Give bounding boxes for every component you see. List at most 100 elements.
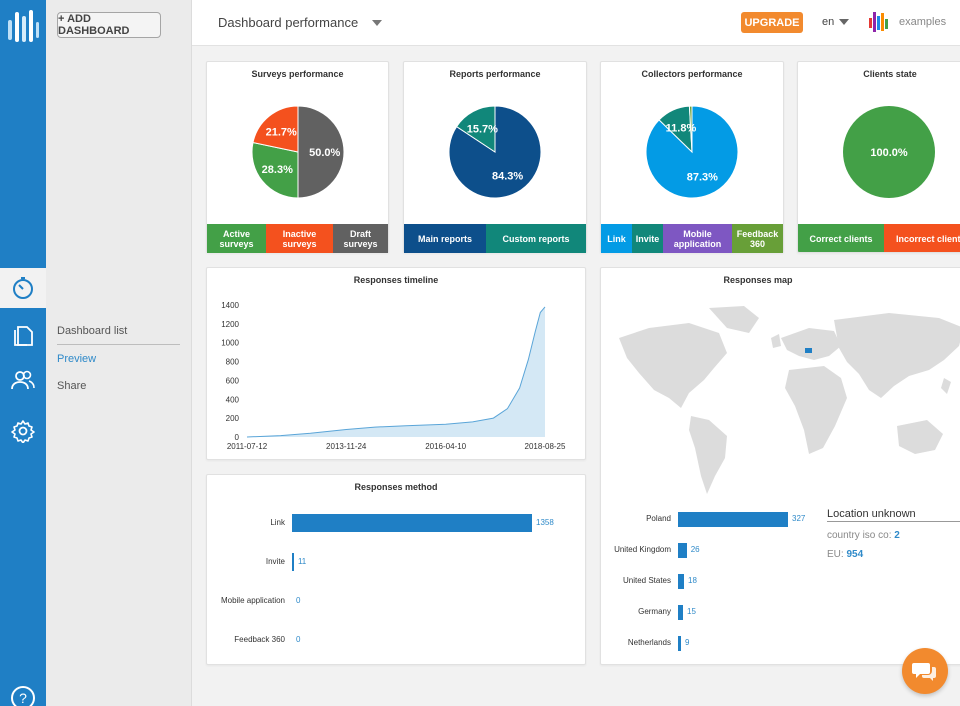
legend-feedback-360[interactable]: Feedback 360 <box>732 224 783 253</box>
reports-nav-button[interactable] <box>0 316 46 356</box>
brand-logo-icon <box>869 12 888 32</box>
card-title: Surveys performance <box>251 69 344 79</box>
continents <box>619 306 960 494</box>
timer-icon <box>13 277 33 299</box>
responses-map-card: Responses map Poland 327 United Kingdom 26 U… <box>600 267 960 665</box>
language-value: en <box>822 16 835 28</box>
gear-icon <box>11 420 35 443</box>
language-selector[interactable]: en <box>822 16 850 28</box>
icon-rail: ? <box>0 0 46 706</box>
y-tick-label: 1000 <box>221 339 239 348</box>
pie-label: 28.3% <box>262 164 293 176</box>
pie-label: 84.3% <box>492 170 523 182</box>
dashboard-selector[interactable]: Dashboard performance <box>218 15 383 30</box>
responses-timeline-card: Responses timeline 0 200 400 600 800 1000 1200… <box>206 267 586 460</box>
bar[interactable] <box>678 511 788 527</box>
eu-row: EU: 954 <box>827 549 864 560</box>
legend-link[interactable]: Link <box>601 224 632 253</box>
legend-mobile-application[interactable]: Mobile application <box>663 224 732 253</box>
x-tick-label: 2011-07-12 <box>227 442 268 451</box>
y-tick-label: 400 <box>226 395 240 404</box>
x-tick-label: 2013-11-24 <box>326 442 367 451</box>
card-title: Clients state <box>863 69 917 79</box>
timeline-area <box>247 306 545 437</box>
x-tick-label: 2018-08-25 <box>525 442 566 451</box>
dashboard-name: Dashboard performance <box>218 15 359 30</box>
legend-correct-clients[interactable]: Correct clients <box>798 224 884 252</box>
pie-slice-feedback-360[interactable] <box>688 105 693 153</box>
y-tick-label: 1400 <box>221 301 239 310</box>
bar-value-label: 18 <box>688 576 697 585</box>
legend-custom-reports[interactable]: Custom reports <box>486 224 586 253</box>
dashboard-menu: Dashboard list Preview Share <box>57 323 180 405</box>
pie-label: 100.0% <box>870 147 908 159</box>
surveys-performance-card: Surveys performance 50.0% 28.3% 21.7% Acti… <box>206 61 389 253</box>
collectors-pie-chart: 87.3% 11.8% <box>645 105 739 199</box>
pie-slice-active-surveys[interactable] <box>251 141 299 199</box>
chat-bubbles-icon <box>912 663 936 681</box>
pie-label: 11.8% <box>666 123 697 135</box>
pie-label: 50.0% <box>309 147 340 159</box>
bar[interactable] <box>292 553 294 571</box>
app-logo-icon[interactable] <box>6 8 40 46</box>
bar-value-label: 0 <box>296 635 301 644</box>
bar[interactable] <box>678 604 684 620</box>
legend-active-surveys[interactable]: Active surveys <box>207 224 266 253</box>
bar-category-label: Feedback 360 <box>234 635 285 644</box>
card-title: Reports performance <box>449 69 541 79</box>
legend-incorrect-clients[interactable]: Incorrect clients <box>884 224 960 252</box>
chevron-down-icon <box>839 19 850 25</box>
clients-legend: Correct clients Incorrect clients <box>798 224 960 252</box>
y-tick-label: 800 <box>226 358 240 367</box>
bar-value-label: 1358 <box>536 518 554 527</box>
legend-draft-surveys[interactable]: Draft surveys <box>333 224 388 253</box>
bar-category-label: United Kingdom <box>614 545 671 554</box>
chat-button[interactable] <box>902 648 948 694</box>
location-unknown-panel: Location unknown country iso co: 2 EU: 9… <box>827 508 960 560</box>
bar[interactable] <box>678 573 685 589</box>
world-map[interactable] <box>609 298 960 498</box>
legend-invite[interactable]: Invite <box>632 224 663 253</box>
bar-value-label: 15 <box>687 607 696 616</box>
bar[interactable] <box>292 514 532 532</box>
brand-name: examples <box>899 16 947 28</box>
add-dashboard-button[interactable]: + ADD DASHBOARD <box>57 12 161 38</box>
card-title: Responses method <box>354 482 438 492</box>
reports-performance-card: Reports performance 84.3% 15.7% Main repo… <box>403 61 587 253</box>
users-icon <box>11 370 35 390</box>
upgrade-button[interactable]: UPGRADE <box>741 12 803 33</box>
legend-inactive-surveys[interactable]: Inactive surveys <box>266 224 333 253</box>
bar-value-label: 9 <box>685 638 690 647</box>
dashboard-nav-button[interactable] <box>0 268 46 308</box>
card-title: Responses timeline <box>353 275 439 285</box>
account-brand[interactable]: examples <box>869 10 946 34</box>
pie-slice-inactive-surveys[interactable] <box>252 105 299 153</box>
menu-item-preview[interactable]: Preview <box>57 353 97 365</box>
bar-value-label: 327 <box>792 514 806 523</box>
pie-slice-correct-clients[interactable] <box>843 106 935 198</box>
settings-nav-button[interactable] <box>0 411 46 451</box>
bar-value-label: 26 <box>690 545 700 554</box>
bar[interactable] <box>678 542 687 558</box>
clients-pie-chart: 100.0% <box>843 106 935 198</box>
timeline-line[interactable] <box>246 306 546 438</box>
bar-value-label: 11 <box>297 557 307 566</box>
top-bar: Dashboard performance UPGRADE en example… <box>192 0 960 46</box>
pie-slice-custom-reports[interactable] <box>455 105 496 153</box>
menu-item-dashboard-list[interactable]: Dashboard list <box>57 323 180 345</box>
users-nav-button[interactable] <box>0 360 46 400</box>
location-unknown-title: Location unknown <box>827 508 960 522</box>
bar-category-label: Mobile application <box>220 596 285 605</box>
help-button[interactable]: ? <box>11 686 35 706</box>
dashboard-sidebar: + ADD DASHBOARD Dashboard list Preview S… <box>46 0 192 706</box>
bar-category-label: Link <box>270 518 285 527</box>
reports-legend: Main reports Custom reports <box>404 224 586 253</box>
poland-highlight[interactable] <box>805 348 812 353</box>
legend-main-reports[interactable]: Main reports <box>404 224 486 253</box>
surveys-pie-chart: 50.0% 28.3% 21.7% <box>251 105 345 199</box>
pie-label: 21.7% <box>266 126 297 138</box>
card-title: Responses map <box>723 275 793 285</box>
menu-item-share[interactable]: Share <box>57 380 87 392</box>
bar[interactable] <box>678 635 682 651</box>
pie-slice-draft-surveys[interactable] <box>297 105 345 199</box>
